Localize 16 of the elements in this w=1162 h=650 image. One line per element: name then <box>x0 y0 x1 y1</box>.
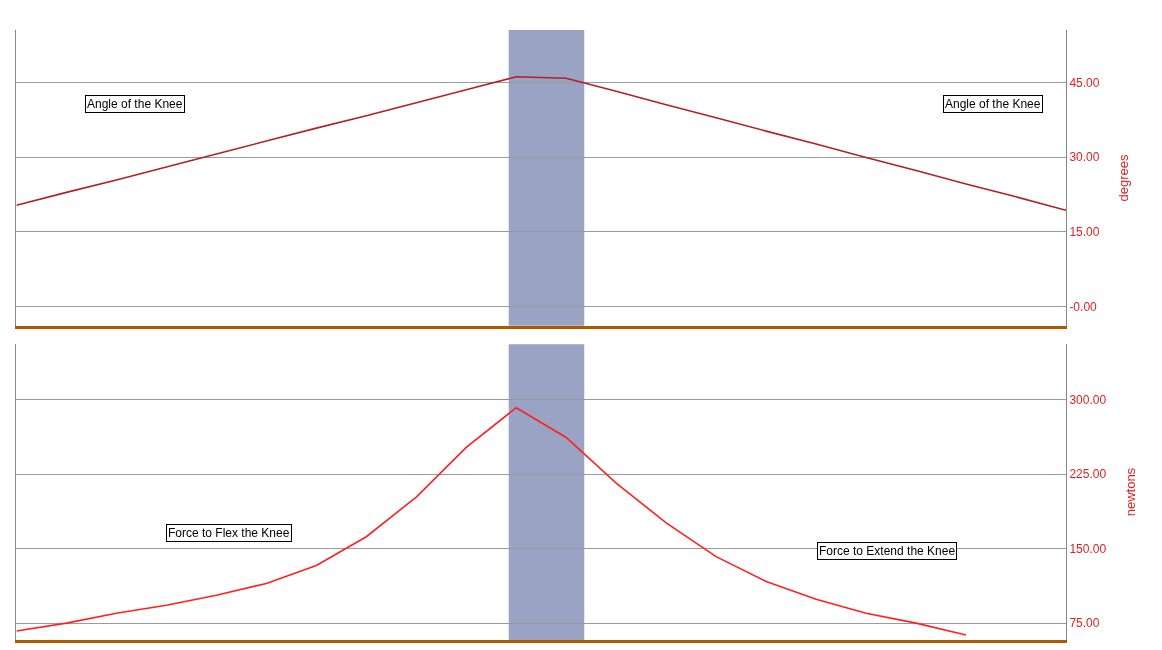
y-tick-label: 15.00 <box>1069 224 1100 239</box>
y-axis-title: newtons <box>1123 467 1138 517</box>
y-tick-label: 300.00 <box>1069 392 1107 407</box>
y-tick-label: 75.00 <box>1069 616 1100 631</box>
y-tick-label: 45.00 <box>1069 75 1100 90</box>
annotation: Force to Flex the Knee <box>168 526 290 540</box>
line-series <box>16 76 1066 212</box>
y-tick-label: -0.00 <box>1069 299 1098 314</box>
y-tick-label: 150.00 <box>1069 541 1107 556</box>
annotation: Angle of the Knee <box>87 97 183 111</box>
y-axis-title: degrees <box>1116 153 1132 202</box>
y-tick-label: 30.00 <box>1069 150 1100 165</box>
line-series <box>16 406 967 636</box>
y-tick-label: 225.00 <box>1069 467 1107 482</box>
annotation: Angle of the Knee <box>945 97 1041 111</box>
annotation: Force to Extend the Knee <box>819 544 956 558</box>
